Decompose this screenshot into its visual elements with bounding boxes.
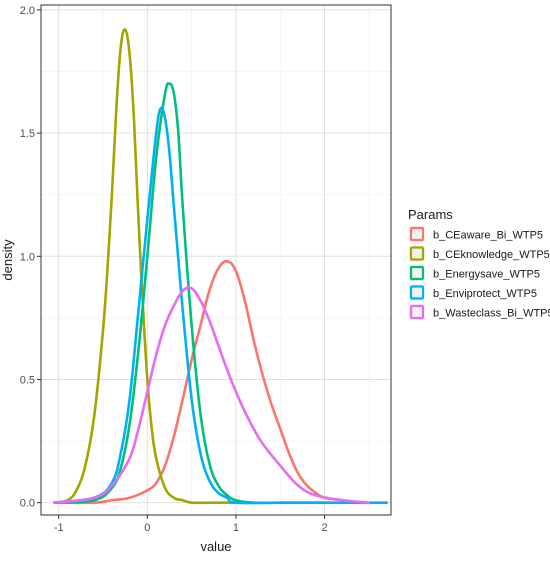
y-tick-label: 1.0 — [20, 251, 35, 263]
density-line-b_CEaware_Bi_WTP5 — [52, 259, 388, 505]
x-tick-label: 2 — [321, 522, 327, 534]
legend-key-swatch — [409, 285, 425, 300]
plot-background — [41, 5, 391, 515]
legend-label: b_CEknowledge_WTP5 — [433, 249, 550, 261]
legend-items: b_CEaware_Bi_WTP5 b_CEknowledge_WTP5 b_Ene… — [409, 226, 550, 320]
legend-key-background — [409, 265, 425, 281]
legend-item: b_Wasteclass_Bi_WTP5 — [409, 304, 550, 320]
legend-key-background — [409, 284, 425, 301]
legend-label: b_CEaware_Bi_WTP5 — [433, 230, 543, 242]
density-line-b_Wasteclass_Bi_WTP5 — [52, 286, 371, 504]
x-axis-ticks: -1 0 1 2 — [54, 515, 328, 534]
x-tick-label: 0 — [144, 522, 150, 534]
y-tick-label: 0.5 — [20, 374, 35, 386]
legend-item: b_Energysave_WTP5 — [409, 265, 540, 281]
density-line-b_Enviprotect_WTP5 — [52, 106, 388, 505]
y-axis-ticks: 0.0 0.5 1.0 1.5 2.0 — [20, 5, 41, 510]
legend-key-swatch — [409, 304, 425, 320]
legend-title: Params — [408, 207, 453, 222]
panel-border — [40, 4, 392, 516]
legend-key-background — [409, 226, 425, 242]
legend-key-swatch — [409, 226, 425, 242]
y-tick-label: 2.0 — [20, 5, 35, 17]
legend-key-background — [409, 245, 425, 262]
legend-item: b_CEaware_Bi_WTP5 — [409, 226, 543, 242]
x-tick-label: 1 — [233, 522, 239, 534]
density-line-b_CEknowledge_WTP5 — [52, 28, 238, 505]
legend: Params b_CEaware_Bi_WTP5 b_CEknowledge_WT… — [408, 207, 550, 320]
legend-key-swatch — [409, 246, 425, 261]
grid-layer — [41, 5, 391, 515]
legend-key-background — [409, 304, 425, 320]
legend-item: b_Enviprotect_WTP5 — [409, 284, 537, 301]
legend-item: b_CEknowledge_WTP5 — [409, 245, 550, 262]
legend-key-swatch — [409, 265, 425, 281]
legend-label: b_Enviprotect_WTP5 — [433, 288, 537, 300]
legend-label: b_Wasteclass_Bi_WTP5 — [433, 308, 550, 320]
y-axis-title: density — [0, 239, 15, 281]
legend-label: b_Energysave_WTP5 — [433, 269, 540, 281]
x-tick-label: -1 — [54, 522, 64, 534]
y-tick-label: 1.5 — [20, 128, 35, 140]
series-layer — [52, 28, 388, 505]
x-axis-title: value — [200, 539, 231, 554]
y-tick-label: 0.0 — [20, 498, 35, 510]
density-line-b_Energysave_WTP5 — [52, 82, 326, 505]
